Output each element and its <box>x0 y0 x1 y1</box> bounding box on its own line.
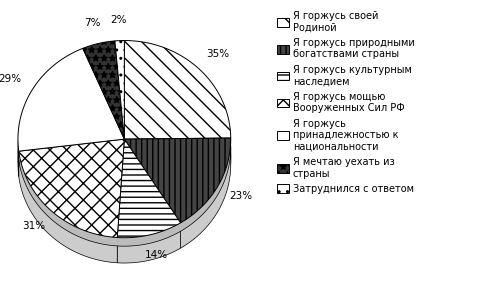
Polygon shape <box>18 57 83 176</box>
Text: 35%: 35% <box>206 49 229 59</box>
Polygon shape <box>83 49 115 74</box>
Text: 7%: 7% <box>84 18 100 28</box>
Polygon shape <box>18 48 124 151</box>
Polygon shape <box>83 41 124 139</box>
Polygon shape <box>124 41 231 139</box>
Legend: Я горжусь своей
Родиной, Я горжусь природными
богатствами страны, Я горжусь куль: Я горжусь своей Родиной, Я горжусь приро… <box>274 8 418 197</box>
Polygon shape <box>115 49 124 66</box>
Polygon shape <box>19 139 124 237</box>
Polygon shape <box>181 147 231 248</box>
Text: 23%: 23% <box>229 191 252 202</box>
Text: 2%: 2% <box>110 15 127 25</box>
Polygon shape <box>117 231 181 263</box>
Polygon shape <box>19 160 117 263</box>
Text: 29%: 29% <box>0 74 21 84</box>
Polygon shape <box>117 139 181 238</box>
Polygon shape <box>124 138 231 223</box>
Text: 14%: 14% <box>145 250 168 260</box>
Polygon shape <box>18 57 231 254</box>
Polygon shape <box>115 41 124 139</box>
Text: 31%: 31% <box>22 221 45 231</box>
Polygon shape <box>124 49 231 163</box>
